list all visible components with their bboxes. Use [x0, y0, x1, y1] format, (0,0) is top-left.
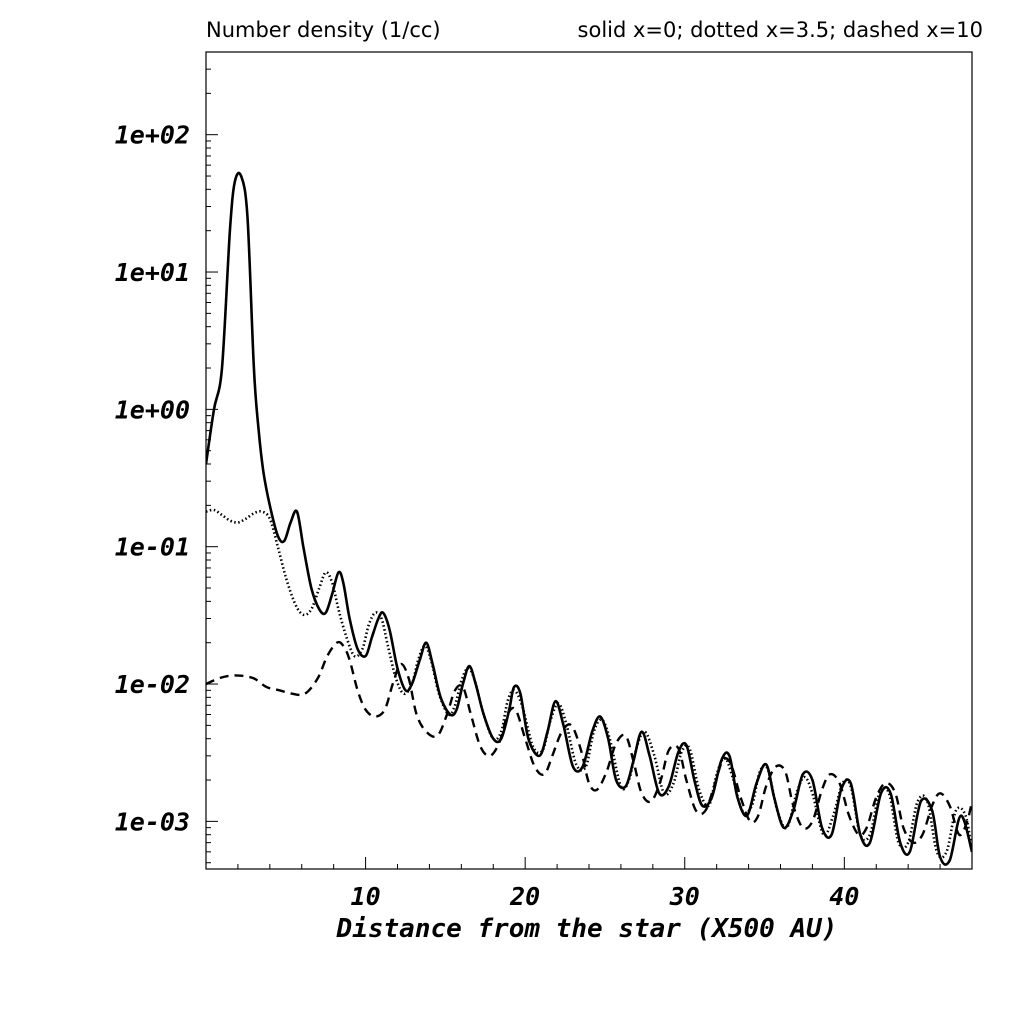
x-axis-label: Distance from the star (X500 AU): [336, 914, 838, 944]
x-tick-label: 30: [669, 882, 700, 911]
y-tick-labels: 1e-03 1e-02 1e-01 1e+00 1e+01 1e+02: [115, 121, 190, 837]
x-tick-label: 20: [509, 882, 540, 911]
series-lines: [206, 171, 972, 866]
x-tick-label: 10: [351, 882, 381, 911]
series-line-solid: [206, 171, 972, 866]
axis-ticks: [206, 51, 973, 869]
y-tick-label: 1e+02: [115, 121, 190, 150]
y-tick-label: 1e+01: [115, 258, 190, 287]
y-tick-label: 1e-01: [115, 533, 190, 562]
x-tick-label: 40: [829, 882, 859, 911]
y-tick-label: 1e-03: [115, 807, 190, 836]
chart-title: Number density (1/cc): [206, 18, 441, 42]
series-line-dashed: [206, 640, 972, 845]
chart-subtitle: solid x=0; dotted x=3.5; dashed x=10: [578, 18, 983, 42]
x-tick-labels: 10 20 30 40: [351, 882, 860, 911]
y-tick-label: 1e-02: [115, 670, 190, 699]
series-line-dotted: [206, 508, 972, 859]
y-tick-label: 1e+00: [115, 395, 190, 424]
